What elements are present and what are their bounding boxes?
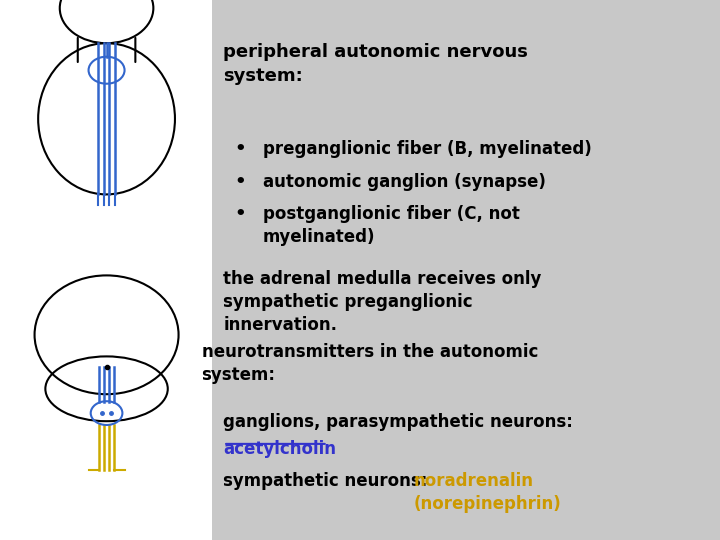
Text: •: • <box>234 205 246 223</box>
Text: neurotransmitters in the autonomic
system:: neurotransmitters in the autonomic syste… <box>202 343 538 384</box>
Text: postganglionic fiber (C, not
myelinated): postganglionic fiber (C, not myelinated) <box>263 205 520 246</box>
Text: autonomic ganglion (synapse): autonomic ganglion (synapse) <box>263 173 546 191</box>
Text: ganglions, parasympathetic neurons:: ganglions, parasympathetic neurons: <box>223 413 573 431</box>
Text: sympathetic neurons:: sympathetic neurons: <box>223 472 433 490</box>
Text: noradrenalin
(norepinephrin): noradrenalin (norepinephrin) <box>414 472 562 514</box>
Text: •: • <box>234 173 246 191</box>
Text: acetylcholin: acetylcholin <box>223 440 336 458</box>
Text: preganglionic fiber (B, myelinated): preganglionic fiber (B, myelinated) <box>263 140 592 158</box>
Text: peripheral autonomic nervous
system:: peripheral autonomic nervous system: <box>223 43 528 85</box>
Text: •: • <box>234 140 246 158</box>
FancyBboxPatch shape <box>0 0 212 540</box>
Text: the adrenal medulla receives only
sympathetic preganglionic
innervation.: the adrenal medulla receives only sympat… <box>223 270 541 334</box>
